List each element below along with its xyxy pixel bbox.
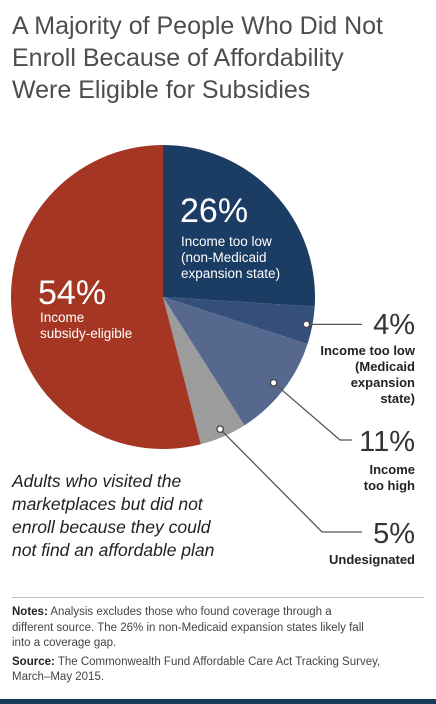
leader-line-11	[273, 382, 352, 441]
pie-slice-26	[163, 145, 315, 307]
slice-label-26-line2: (non-Medicaid	[181, 250, 267, 265]
pie-slice-5	[163, 297, 245, 445]
slice-label-26-line3: expansion state)	[181, 266, 280, 281]
notes-text: Analysis excludes those who found covera…	[47, 606, 332, 618]
slice-pct-label-54: 54%	[38, 274, 106, 312]
leader-line-5	[219, 428, 362, 533]
slice-label-11-line1: Income	[369, 462, 415, 477]
bottom-bar	[0, 699, 436, 704]
source-text: The Commonwealth Fund Affordable Care Ac…	[54, 655, 381, 668]
title-line: A Majority of People Who Did Not	[12, 12, 383, 40]
notes-section: Notes: Analysis excludes those who found…	[12, 605, 427, 686]
source-line: March–May 2015.	[12, 671, 105, 683]
slice-pct-label-4: 4%	[373, 309, 415, 341]
leader-dot-11	[269, 378, 278, 387]
pie-slices	[10, 145, 315, 449]
pie-chart: 26% Income too low (non-Medicaid expansi…	[10, 145, 416, 567]
slice-label-5-line1: Undesignated	[329, 552, 415, 567]
slice-label-26-line1: Income too low	[181, 234, 272, 249]
caption-line: marketplaces but did not	[12, 494, 203, 514]
slice-label-4-line2: (Medicaid	[355, 359, 415, 374]
caption-line: not find an affordable plan	[12, 540, 215, 560]
leader-dot-5	[216, 425, 225, 434]
pie-slice-11	[163, 297, 308, 426]
pie-slice-4	[163, 297, 315, 344]
notes-line: Notes: Analysis excludes those who found…	[12, 605, 427, 621]
chart-title: A Majority of People Who Did Not Enroll …	[12, 10, 427, 106]
title-line: Enroll Because of Affordability	[12, 44, 344, 72]
slice-label-4-line4: state)	[380, 391, 415, 406]
leader-lines	[216, 320, 362, 533]
slice-pct-label-11: 11%	[359, 426, 415, 458]
slice-label-54-line2: subsidy-eligible	[40, 326, 132, 341]
title-line: Were Eligible for Subsidies	[12, 76, 311, 104]
pie-slice-54	[10, 145, 201, 449]
slice-label-4-line1: Income too low	[320, 343, 416, 358]
source-line: Source: The Commonwealth Fund Affordable…	[12, 655, 427, 671]
notes-line: different source. The 26% in non-Medicai…	[12, 621, 364, 634]
notes-divider	[12, 597, 424, 598]
chart-caption: Adults who visited the marketplaces but …	[12, 470, 252, 562]
caption-line: enroll because they could	[12, 517, 211, 537]
slice-label-11-line2: too high	[364, 478, 415, 493]
slice-label-54-line1: Income	[40, 310, 84, 325]
caption-line: Adults who visited the	[12, 471, 182, 491]
notes-label: Notes:	[12, 606, 48, 618]
notes-line: into a coverage gap.	[12, 637, 117, 649]
slice-label-4-line3: expansion	[351, 375, 415, 390]
slice-pct-label-26: 26%	[180, 192, 248, 230]
slice-pct-label-5: 5%	[373, 518, 415, 550]
leader-dot-4	[302, 320, 311, 329]
source-label: Source:	[12, 655, 55, 668]
